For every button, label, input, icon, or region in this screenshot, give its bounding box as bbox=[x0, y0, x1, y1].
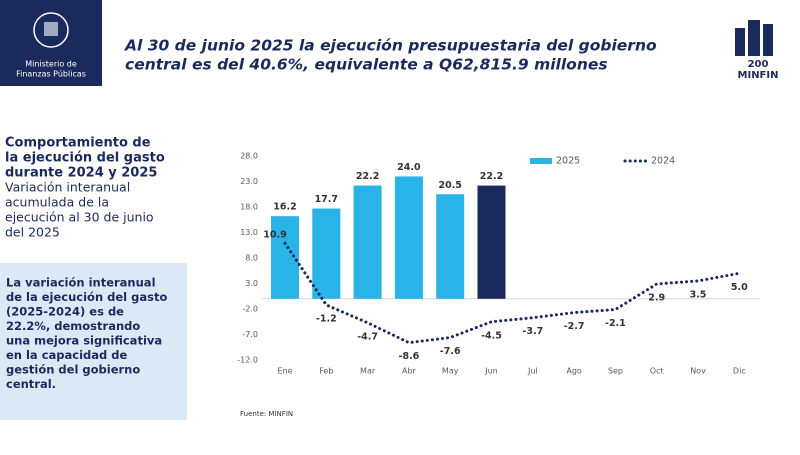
line bbox=[283, 241, 741, 345]
text-line: Ministerio de bbox=[25, 60, 77, 69]
emblem-center bbox=[44, 22, 58, 36]
bar bbox=[312, 208, 341, 299]
bar-label: 17.7 bbox=[315, 194, 338, 205]
text-line: MINFIN bbox=[738, 70, 779, 81]
text-line: central. bbox=[6, 377, 56, 391]
y-tick-label: 3.0 bbox=[245, 279, 258, 288]
line-label: -7.6 bbox=[440, 346, 461, 357]
bar-label: 24.0 bbox=[397, 162, 421, 173]
y-tick-label: 18.0 bbox=[240, 203, 258, 212]
text-line: Variación interanual bbox=[5, 180, 130, 195]
x-tick-label: Oct bbox=[650, 367, 664, 376]
x-tick-label: Ago bbox=[566, 367, 582, 376]
x-tick-label: May bbox=[442, 367, 459, 376]
logo-box bbox=[0, 0, 102, 86]
text-line: la ejecución del gasto bbox=[5, 151, 165, 166]
text-line: 200 bbox=[748, 59, 769, 70]
emblem bbox=[33, 12, 69, 48]
text-line: acumulada de la bbox=[5, 195, 109, 210]
bar bbox=[436, 194, 465, 299]
x-tick-label: Feb bbox=[319, 367, 333, 376]
y-tick-label: 28.0 bbox=[240, 152, 258, 161]
bar-label: 22.2 bbox=[480, 171, 503, 182]
text-line: durante 2024 y 2025 bbox=[5, 166, 157, 181]
line-label: 10.9 bbox=[263, 230, 286, 241]
y-tick-label: 13.0 bbox=[240, 228, 258, 237]
bar bbox=[477, 185, 506, 299]
text-line: Finanzas Públicas bbox=[16, 70, 86, 79]
text-line: de la ejecución del gasto bbox=[6, 290, 167, 304]
x-tick-label: Jul bbox=[527, 367, 538, 376]
y-tick-label: 23.0 bbox=[240, 177, 258, 186]
line-label: -4.5 bbox=[481, 330, 502, 341]
y-tick-label: -2.0 bbox=[242, 305, 258, 314]
building bbox=[748, 20, 760, 56]
y-tick-label: -12.0 bbox=[237, 356, 258, 365]
text-line: ejecución al 30 de junio bbox=[5, 210, 154, 225]
text-line: una mejora significativa bbox=[6, 334, 162, 348]
bar bbox=[353, 185, 382, 299]
text-line: central es del 40.6%, equivalente a Q62,… bbox=[125, 56, 608, 74]
anniversary-logo bbox=[735, 20, 773, 56]
bar-label: 20.5 bbox=[438, 180, 461, 191]
title: Al 30 de junio 2025 la ejecución presupu… bbox=[124, 37, 657, 74]
bar bbox=[271, 216, 299, 299]
line-label: -2.7 bbox=[564, 321, 585, 332]
line-label: 5.0 bbox=[731, 282, 748, 293]
y-tick-label: 8.0 bbox=[245, 254, 258, 263]
x-tick-label: Abr bbox=[402, 367, 417, 376]
text-line: del 2025 bbox=[5, 225, 60, 240]
line-label: -2.1 bbox=[605, 318, 626, 329]
text-line: 22.2%, demostrando bbox=[6, 319, 140, 333]
line-label: -3.7 bbox=[522, 326, 543, 337]
bar-label: 16.2 bbox=[273, 202, 296, 213]
x-tick-label: Ene bbox=[277, 367, 292, 376]
text-line: La variación interanual bbox=[6, 276, 156, 290]
line-label: -8.6 bbox=[399, 351, 420, 362]
bar bbox=[394, 176, 423, 299]
x-tick-label: Sep bbox=[608, 367, 623, 376]
source: Fuente: MINFIN bbox=[240, 410, 293, 418]
text-line: Al 30 de junio 2025 la ejecución presupu… bbox=[124, 37, 657, 55]
building bbox=[763, 24, 773, 56]
legend-label: 2025 bbox=[556, 156, 580, 167]
x-tick-label: Dic bbox=[733, 367, 746, 376]
line-label: 3.5 bbox=[690, 289, 707, 300]
x-tick-label: Nov bbox=[690, 367, 706, 376]
building bbox=[735, 28, 745, 56]
x-tick-label: Mar bbox=[360, 367, 376, 376]
x-tick-label: Jun bbox=[484, 367, 498, 376]
chart: 28.0 23.0 18.0 13.0 8.0 3.0 -2.0 -7.0 -12.0 Ene Fe… bbox=[237, 152, 760, 376]
note-box bbox=[0, 263, 187, 420]
text-line: Comportamiento de bbox=[5, 136, 151, 151]
text-line: gestión del gobierno bbox=[6, 363, 140, 377]
line-label: -4.7 bbox=[357, 331, 378, 342]
text-line: en la capacidad de bbox=[6, 348, 127, 362]
legend-label: 2024 bbox=[651, 156, 675, 167]
y-tick-label: -7.0 bbox=[242, 330, 258, 339]
line-label: -1.2 bbox=[316, 313, 337, 324]
line-label: 2.9 bbox=[648, 293, 665, 304]
bar-label: 22.2 bbox=[356, 171, 379, 182]
text-line: (2025-2024) es de bbox=[6, 305, 124, 319]
legend-swatch bbox=[530, 158, 552, 164]
